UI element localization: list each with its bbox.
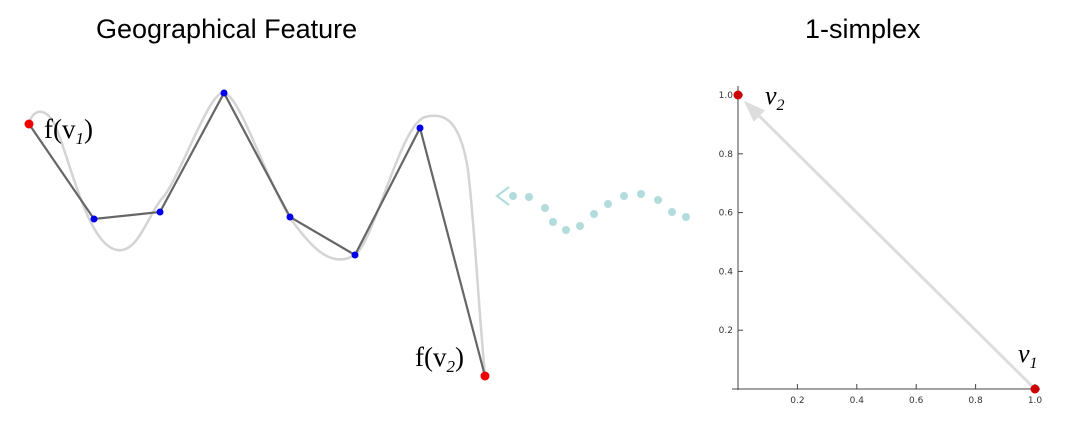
y-tick-label: 0.8 bbox=[719, 150, 734, 160]
vertex bbox=[220, 89, 228, 97]
endpoint-v1 bbox=[24, 119, 34, 129]
feature-polyline bbox=[28, 90, 487, 377]
vertex bbox=[351, 251, 359, 259]
simplex-plot: 0.2 0.4 0.6 0.8 1.0 0.2 0.4 0.6 0.8 1.0 v2 v1 bbox=[719, 81, 1043, 406]
left-title: Geographical Feature bbox=[96, 14, 358, 44]
vertex bbox=[416, 124, 424, 132]
x-tick-label: 1.0 bbox=[1028, 396, 1043, 406]
mapping-arrow bbox=[495, 186, 690, 234]
simplex-point-v1 bbox=[1030, 384, 1040, 394]
simplex-edge bbox=[758, 115, 1037, 391]
simplex-edge-arrowhead bbox=[743, 100, 765, 122]
y-ticks: 0.2 0.4 0.6 0.8 1.0 bbox=[719, 91, 743, 336]
x-tick-label: 0.8 bbox=[968, 396, 983, 406]
label-v2: v2 bbox=[765, 81, 785, 114]
endpoint-v2 bbox=[480, 371, 490, 381]
right-title: 1-simplex bbox=[805, 14, 921, 44]
simplex-point-v2 bbox=[733, 90, 743, 100]
vertex bbox=[90, 215, 98, 223]
y-tick-label: 0.2 bbox=[719, 326, 733, 336]
vertex bbox=[156, 208, 164, 216]
label-f-v2: f(v2) bbox=[415, 342, 464, 376]
x-tick-label: 0.4 bbox=[850, 396, 865, 406]
x-tick-label: 0.6 bbox=[909, 396, 924, 406]
label-v1: v1 bbox=[1018, 339, 1038, 372]
x-ticks: 0.2 0.4 0.6 0.8 1.0 bbox=[790, 384, 1042, 406]
vertex bbox=[286, 213, 294, 221]
arrowhead-icon bbox=[495, 186, 510, 206]
x-tick-label: 0.2 bbox=[790, 396, 804, 406]
label-f-v1: f(v1) bbox=[44, 114, 93, 148]
y-tick-label: 0.6 bbox=[719, 209, 734, 219]
y-tick-label: 1.0 bbox=[719, 91, 734, 101]
y-tick-label: 0.4 bbox=[719, 267, 734, 277]
